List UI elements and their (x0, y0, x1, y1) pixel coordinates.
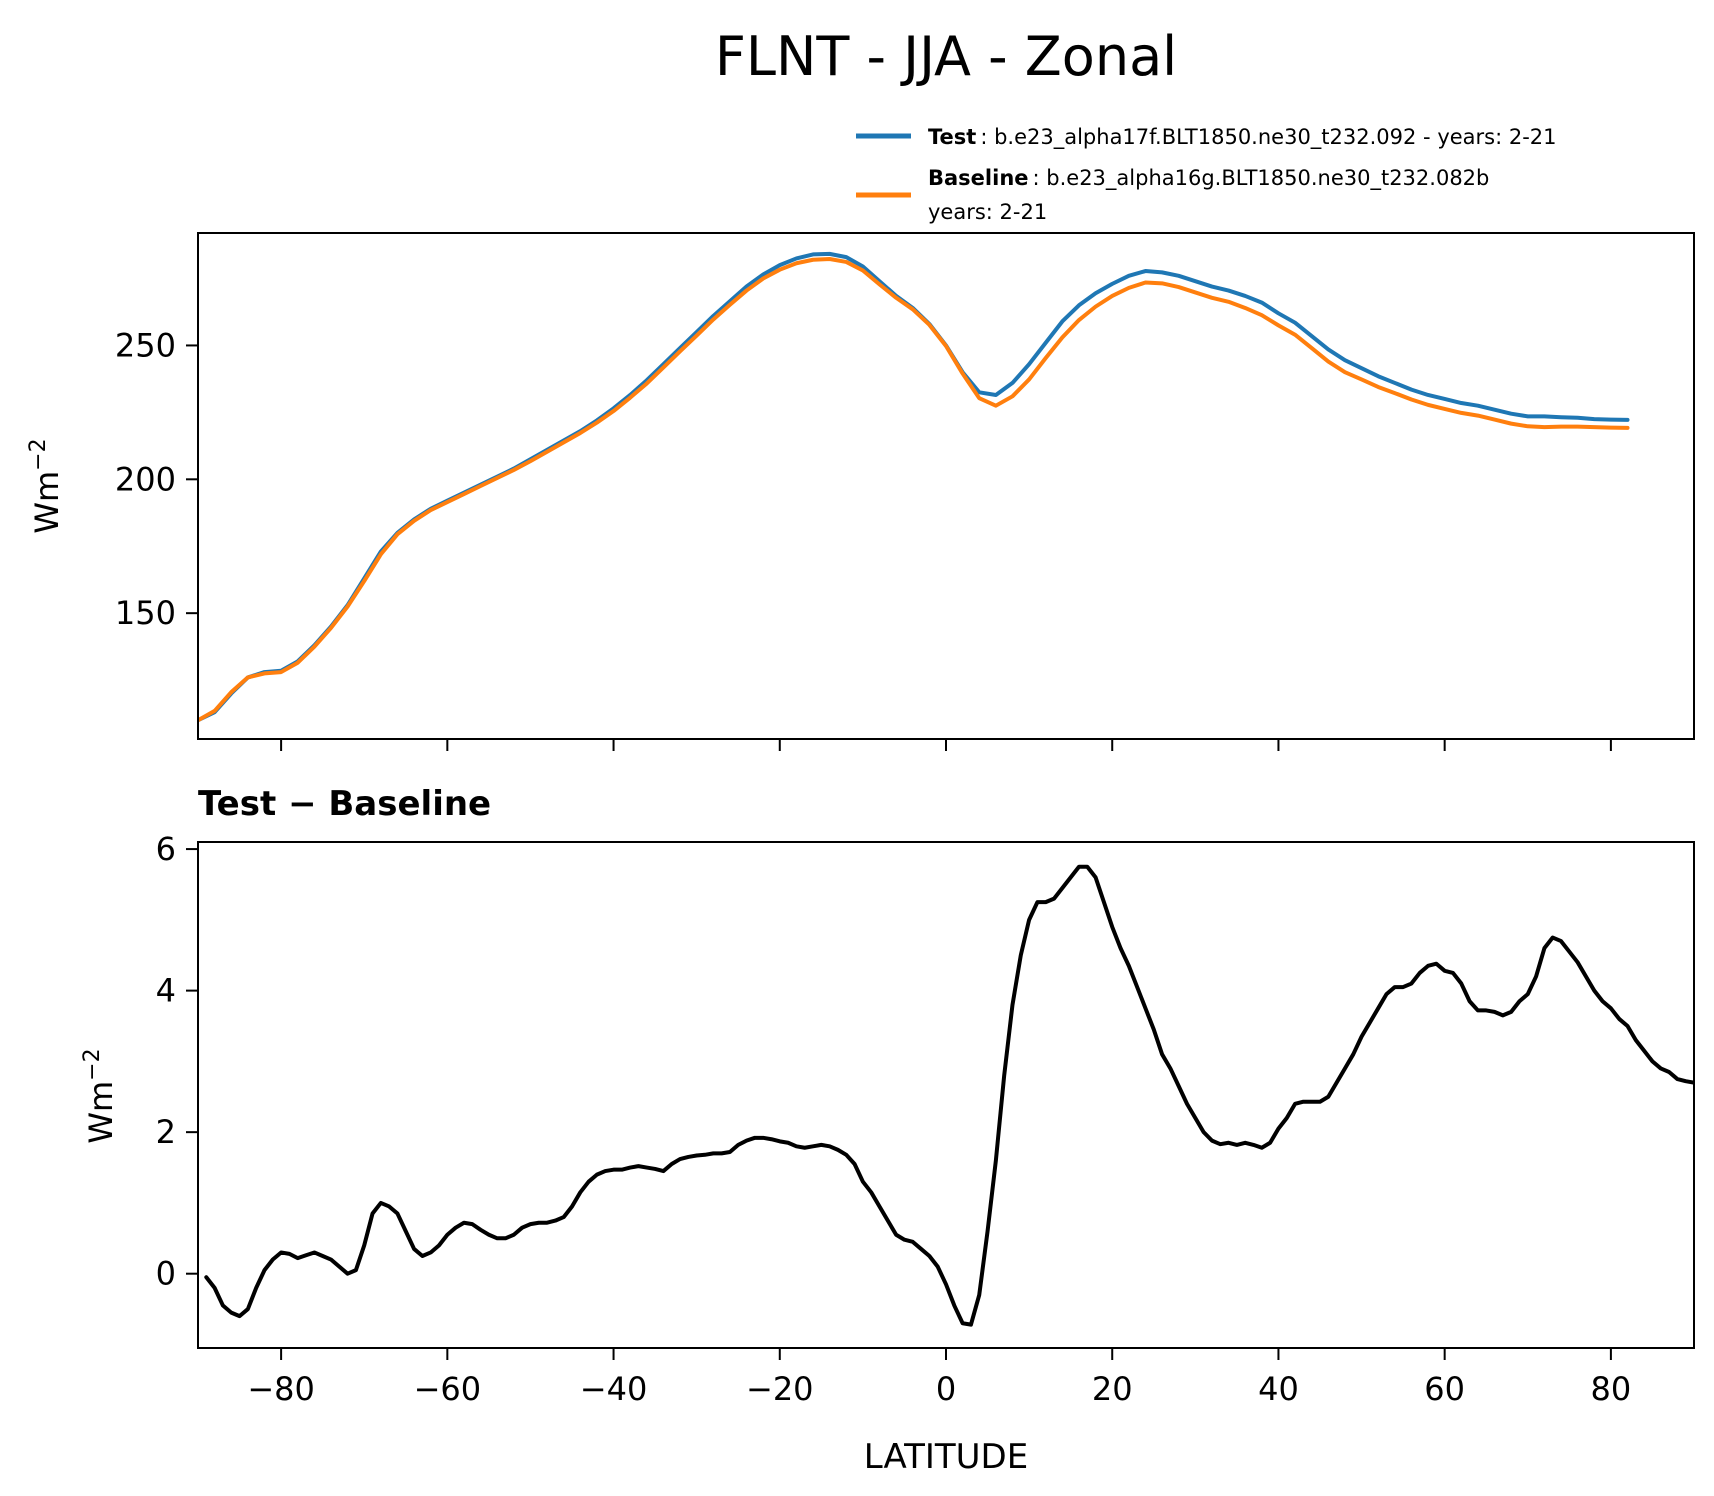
bottom-panel: Test − Baseline −80 −60 −40 −20 0 20 40 60 80 0 2… (80, 784, 1695, 1477)
legend-baseline-label: Baseline (928, 166, 1029, 190)
bottom-series-group (204, 864, 1694, 1327)
legend: Test: b.e23_alpha17f.BLT1850.ne30_t232.0… (856, 125, 1557, 224)
diff-panel-title: Test − Baseline (198, 784, 491, 824)
bottom-y-label-base: Wm (82, 1081, 120, 1144)
legend-test-entry: Test: b.e23_alpha17f.BLT1850.ne30_t232.0… (928, 125, 1557, 150)
top-y-ticks: 150 200 250 (115, 326, 198, 632)
bottom-x-tick-label: −20 (746, 1370, 814, 1408)
bottom-x-tick-label: 0 (936, 1370, 956, 1408)
top-panel: 150 200 250 Wm−2 (26, 232, 1695, 751)
bottom-y-tick-label: 2 (156, 1113, 176, 1151)
bottom-x-tick-label: 60 (1424, 1370, 1465, 1408)
top-x-ticks (280, 739, 1612, 751)
bottom-y-tick-label: 6 (156, 830, 176, 868)
bottom-x-tick-label: −60 (414, 1370, 482, 1408)
bottom-y-label: Wm−2 (80, 1048, 120, 1143)
top-y-tick-label: 250 (115, 326, 176, 364)
top-y-tick-label: 200 (115, 460, 176, 498)
bottom-x-tick-label: −40 (580, 1370, 648, 1408)
top-y-label: Wm−2 (26, 438, 66, 533)
legend-baseline-desc: : b.e23_alpha16g.BLT1850.ne30_t232.082b (1033, 166, 1490, 191)
figure-title: FLNT - JJA - Zonal (715, 25, 1177, 88)
bottom-x-tick-label: 80 (1591, 1370, 1632, 1408)
bottom-x-tick-label: 20 (1092, 1370, 1133, 1408)
legend-baseline-entry: Baseline: b.e23_alpha16g.BLT1850.ne30_t2… (928, 166, 1489, 191)
bottom-x-tick-label: −80 (247, 1370, 315, 1408)
legend-test-desc: : b.e23_alpha17f.BLT1850.ne30_t232.092 -… (980, 125, 1556, 150)
x-axis-label: LATITUDE (864, 1437, 1028, 1477)
bottom-series-line-1 (204, 864, 1694, 1327)
bottom-y-tick-label: 0 (156, 1255, 176, 1293)
bottom-x-tick-label: 40 (1258, 1370, 1299, 1408)
top-y-tick-label: 150 (115, 594, 176, 632)
top-y-label-exp: −2 (26, 438, 51, 470)
bottom-y-label-exp: −2 (80, 1048, 105, 1080)
legend-test-label: Test (928, 125, 976, 149)
bottom-y-ticks: 0 2 4 6 (156, 830, 198, 1293)
top-series-line-2 (198, 256, 1630, 723)
legend-baseline-desc2: years: 2-21 (928, 200, 1047, 224)
top-series-group (198, 251, 1630, 723)
top-y-label-base: Wm (28, 471, 66, 534)
bottom-y-tick-label: 4 (156, 972, 176, 1010)
bottom-x-ticks: −80 −60 −40 −20 0 20 40 60 80 (247, 1348, 1631, 1408)
